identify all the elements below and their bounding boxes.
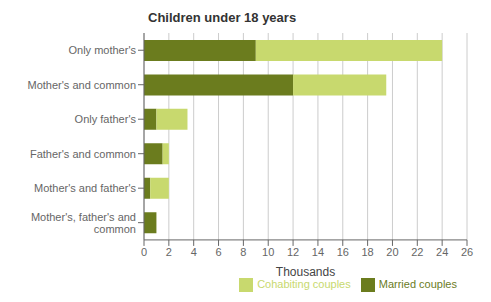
svg-text:18: 18: [361, 246, 373, 258]
svg-text:16: 16: [337, 246, 349, 258]
svg-text:Only mother's: Only mother's: [68, 44, 136, 56]
svg-text:10: 10: [262, 246, 274, 258]
svg-text:24: 24: [436, 246, 448, 258]
svg-text:Only father's: Only father's: [75, 113, 137, 125]
svg-text:20: 20: [386, 246, 398, 258]
svg-text:6: 6: [215, 246, 221, 258]
html-text:Cohabiting couples: Cohabiting couples: [257, 277, 351, 290]
html-text:Married couples: Married couples: [378, 277, 457, 290]
svg-text:8: 8: [240, 246, 246, 258]
svg-text:0: 0: [141, 246, 147, 258]
svg-text:12: 12: [287, 246, 299, 258]
svg-text:4: 4: [191, 246, 197, 258]
svg-text:14: 14: [312, 246, 324, 258]
html-text:Children under 18 years: Children under 18 years: [148, 10, 297, 25]
svg-text:22: 22: [411, 246, 423, 258]
svg-text:Father's and common: Father's and common: [30, 148, 136, 160]
svg-text:Mother's and father's: Mother's and father's: [34, 182, 137, 194]
svg-text:2: 2: [166, 246, 172, 258]
svg-text:26: 26: [461, 246, 473, 258]
svg-text:Mother's and common: Mother's and common: [28, 79, 136, 91]
svg-text:Thousands: Thousands: [276, 265, 335, 279]
svg-text:Mother's, father's andcommon: Mother's, father's andcommon: [31, 211, 136, 235]
